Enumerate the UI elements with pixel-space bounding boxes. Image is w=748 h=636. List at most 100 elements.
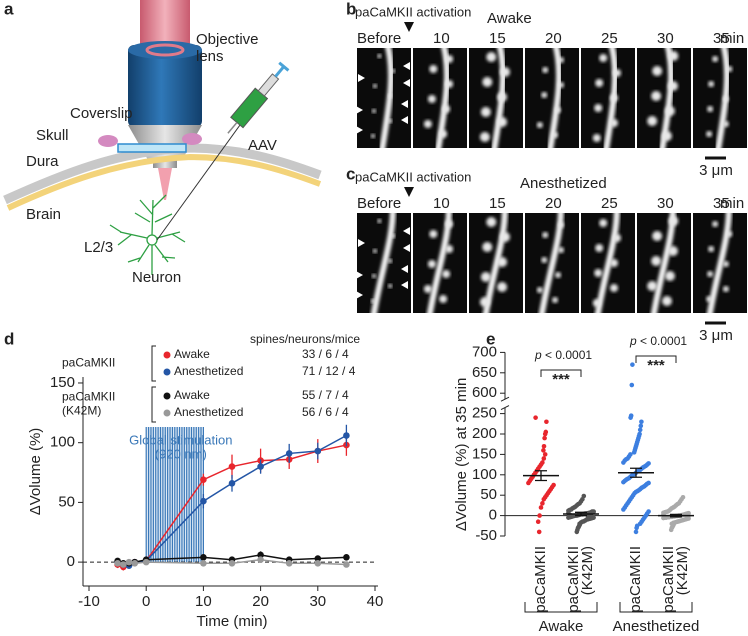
spine <box>613 234 621 242</box>
p-value: < 0.0001 <box>640 334 687 348</box>
unit-label: min <box>720 195 744 212</box>
data-point <box>544 419 549 425</box>
spine <box>664 271 675 281</box>
data-point <box>285 450 293 457</box>
dendrite <box>603 48 619 148</box>
data-point <box>541 443 547 449</box>
label: lens <box>196 48 224 65</box>
data-point <box>585 514 591 519</box>
image-frame <box>357 48 411 148</box>
x-tick-label: 40 <box>367 593 384 610</box>
spine <box>651 256 662 266</box>
sem-bar <box>535 470 547 482</box>
spine <box>722 261 729 267</box>
spine <box>706 296 713 302</box>
spine <box>652 231 663 241</box>
spine <box>722 286 729 292</box>
stimulus-arrow <box>404 22 414 32</box>
spine <box>486 52 497 62</box>
spine <box>541 92 548 98</box>
spine <box>708 246 715 252</box>
data-point <box>257 551 264 559</box>
data-point <box>535 519 541 525</box>
panel-label: b <box>346 0 356 18</box>
data-point <box>114 560 121 567</box>
y-axis-label: ΔVolume (%) <box>27 428 44 516</box>
spine <box>536 287 543 293</box>
data-point <box>541 448 546 453</box>
data-point <box>631 450 637 455</box>
legend-counts: 55 / 7 / 4 <box>302 388 349 402</box>
spine <box>445 220 454 228</box>
spine <box>482 77 493 87</box>
data-point <box>630 362 635 367</box>
column-label: 15 <box>489 30 506 47</box>
spine <box>486 217 497 227</box>
data-point <box>661 512 666 518</box>
data-point <box>621 479 626 485</box>
group-label: Anesthetized <box>613 618 700 635</box>
x-tick-label: paCaMKII <box>660 546 677 613</box>
spine <box>555 272 562 278</box>
legend-marker <box>163 368 171 376</box>
spine <box>500 67 511 77</box>
spine <box>500 232 511 242</box>
legend-label: Awake <box>174 388 210 402</box>
arrowhead <box>357 271 363 279</box>
spine <box>595 79 604 87</box>
data-point <box>343 432 350 439</box>
y-tick-label: 0 <box>67 553 75 570</box>
spine <box>722 121 729 127</box>
column-label: 15 <box>489 195 506 212</box>
image-frame <box>581 213 635 313</box>
arrowhead <box>357 291 363 299</box>
data-point <box>591 509 596 515</box>
spine <box>558 57 565 63</box>
arrowhead <box>401 265 408 273</box>
y-axis-label: ΔVolume (%) at 35 min <box>453 378 470 531</box>
column-label: 25 <box>601 195 618 212</box>
x-tick-label: 30 <box>309 593 326 610</box>
group-bracket <box>619 602 693 613</box>
spine <box>541 257 548 263</box>
data-point <box>540 501 545 506</box>
significance: *** <box>647 357 665 374</box>
data-point <box>314 560 322 567</box>
data-point <box>639 419 644 425</box>
y-tick-label: 150 <box>472 445 497 462</box>
spine <box>497 282 508 292</box>
panel-label: e <box>486 329 495 348</box>
spine <box>536 122 543 128</box>
spine <box>427 260 436 268</box>
spine <box>668 216 679 226</box>
legend-header: spines/neurons/mice <box>250 332 360 346</box>
label: Objective <box>196 31 259 48</box>
image-frame <box>581 48 635 148</box>
y-tick-label: 600 <box>472 384 497 401</box>
data-point <box>285 560 293 567</box>
label: Dura <box>26 153 59 170</box>
spine <box>599 219 608 227</box>
comparison-bracket <box>635 355 677 363</box>
data-point <box>343 561 350 568</box>
column-label: 25 <box>601 30 618 47</box>
stimulation-label: Global stimulation <box>129 432 232 447</box>
spine <box>706 131 713 137</box>
data-point <box>542 435 547 441</box>
p-symbol: p <box>629 334 637 348</box>
spine <box>664 106 675 116</box>
comparison-bracket <box>540 369 582 377</box>
data-point <box>120 561 127 568</box>
spine <box>388 259 393 263</box>
x-tick-label: paCaMKII <box>565 546 582 613</box>
y-tick-label: 700 <box>472 343 497 360</box>
image-frame <box>469 48 523 148</box>
x-tick-label: 10 <box>195 593 212 610</box>
dendrite <box>547 48 563 148</box>
data-point <box>314 555 322 562</box>
image-frame <box>637 213 691 313</box>
spine <box>391 69 396 73</box>
column-label: 35 <box>713 30 730 47</box>
y-tick-label: 0 <box>489 507 497 524</box>
